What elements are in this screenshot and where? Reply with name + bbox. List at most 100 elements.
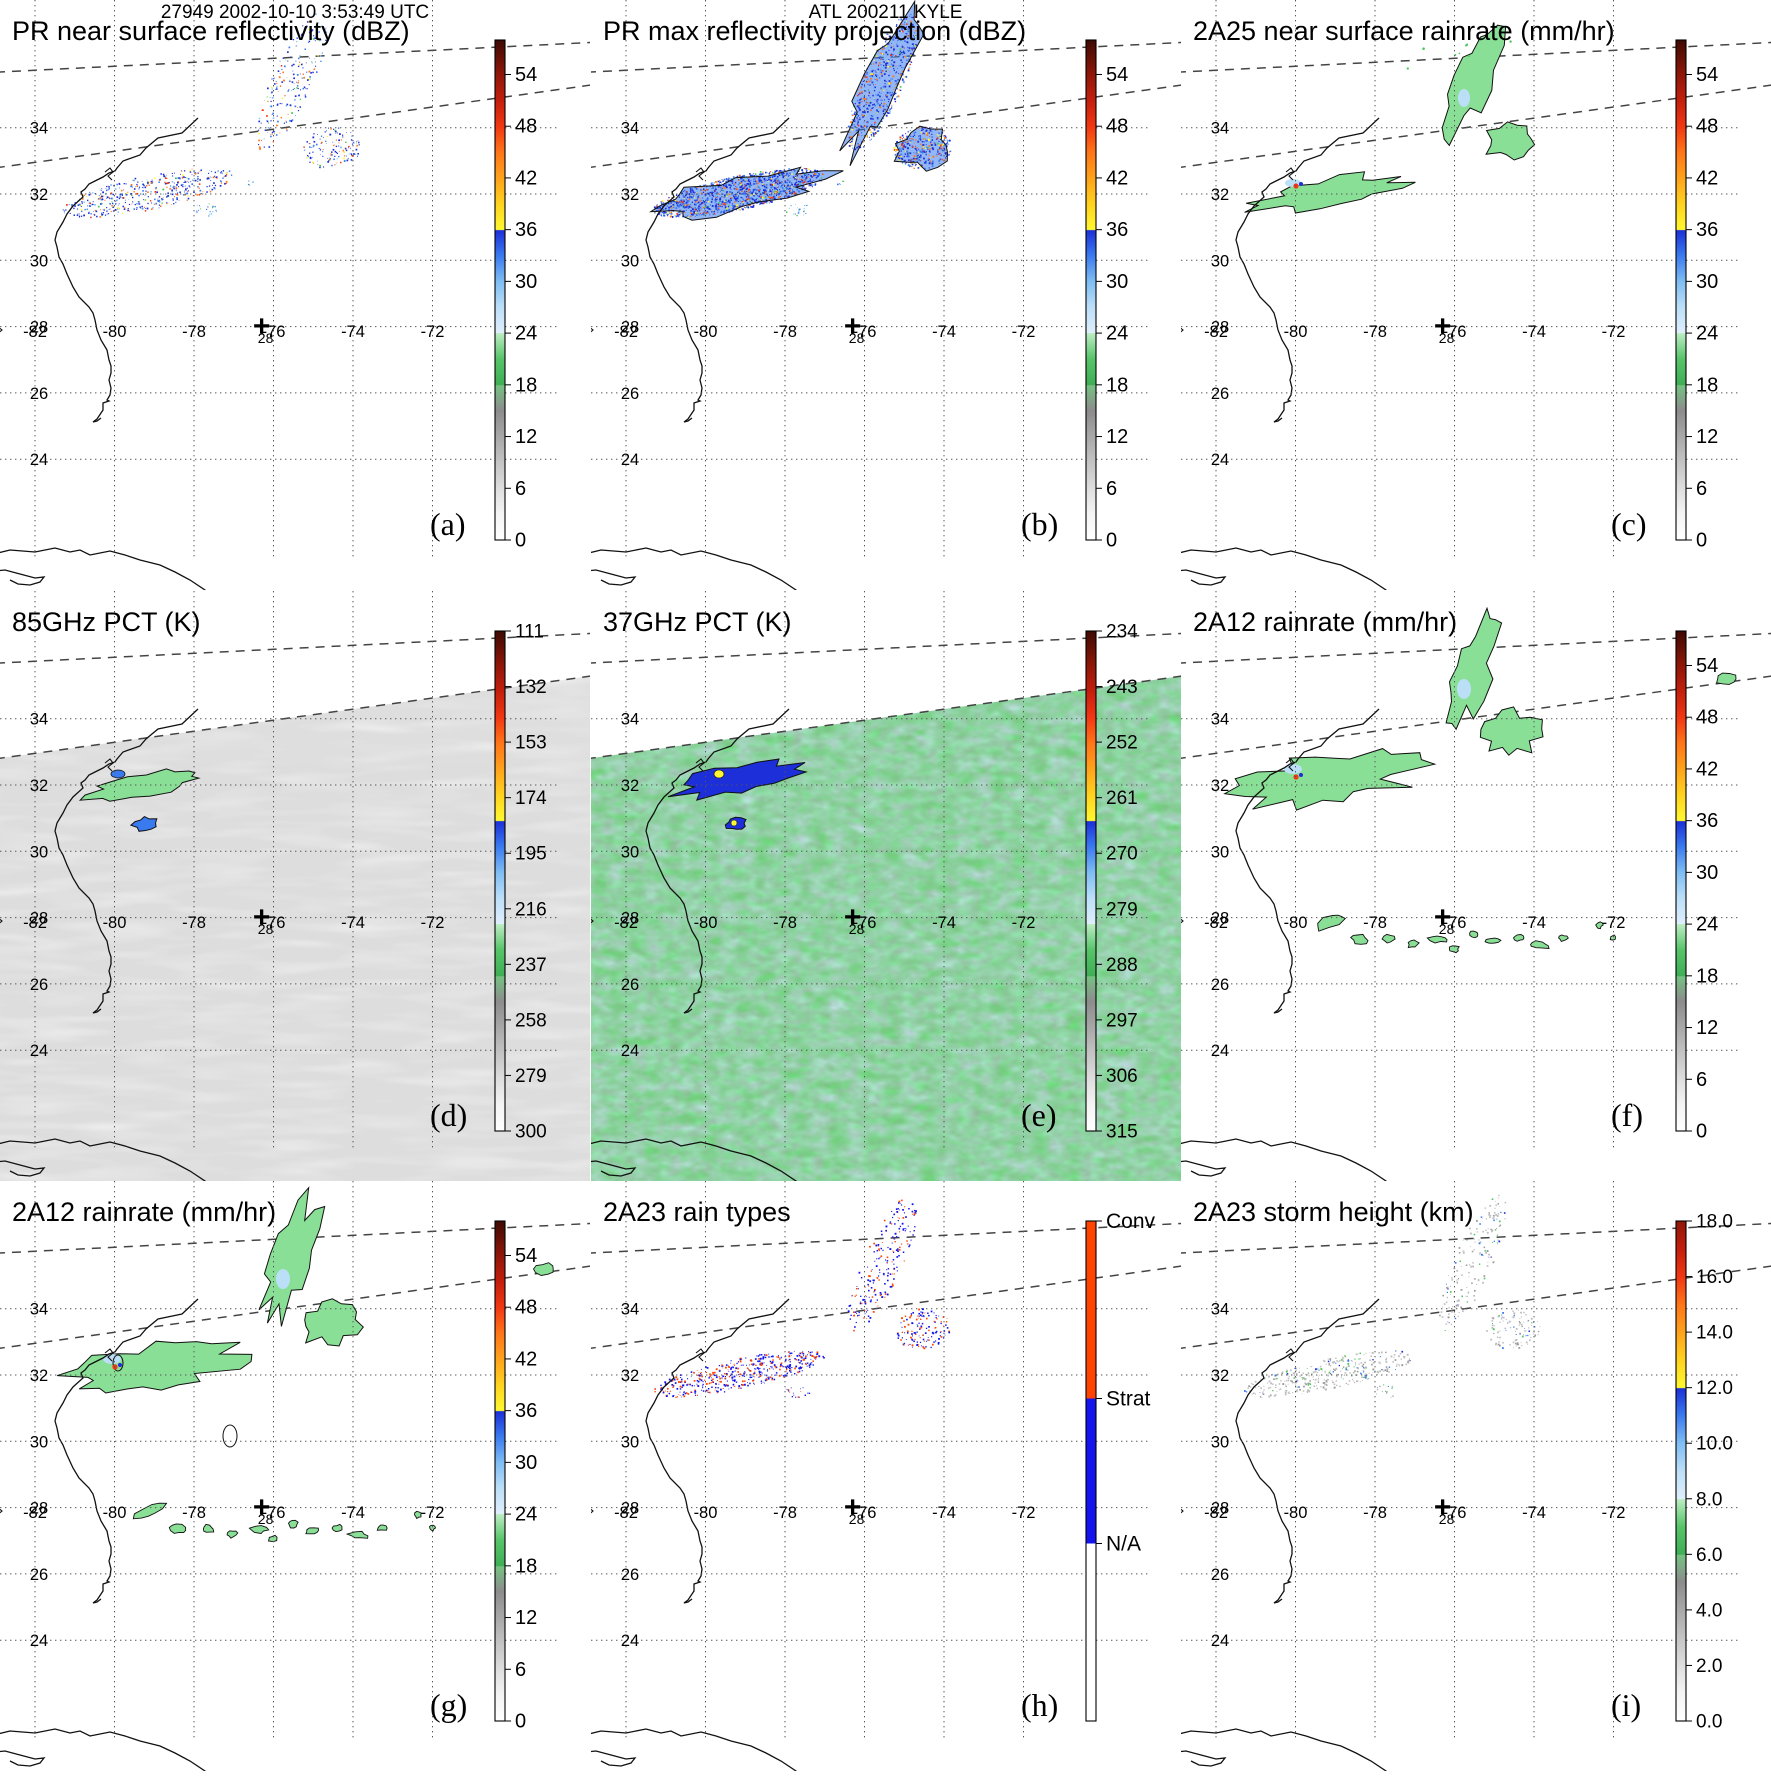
svg-text:12: 12 (515, 426, 537, 448)
svg-text:(h): (h) (1021, 1687, 1058, 1723)
svg-text:24: 24 (1211, 451, 1229, 469)
svg-text:30: 30 (1696, 861, 1718, 883)
svg-text:297: 297 (1106, 1010, 1138, 1031)
svg-text:18: 18 (1696, 965, 1718, 987)
svg-text:-78: -78 (182, 323, 206, 341)
svg-text:24: 24 (30, 1632, 48, 1650)
svg-text:243: 243 (1106, 677, 1138, 698)
svg-text:34: 34 (620, 1301, 638, 1319)
svg-text:(a): (a) (430, 506, 466, 542)
svg-text:279: 279 (515, 1065, 547, 1086)
svg-text:(f): (f) (1611, 1097, 1643, 1133)
svg-text:-74: -74 (932, 323, 956, 341)
svg-text:48: 48 (515, 116, 537, 138)
svg-text:(g): (g) (430, 1687, 467, 1723)
svg-text:28: 28 (620, 909, 638, 927)
svg-text:42: 42 (1696, 167, 1718, 189)
svg-text:34: 34 (30, 710, 48, 728)
svg-text:30: 30 (1211, 843, 1229, 861)
svg-text:32: 32 (1211, 186, 1229, 204)
svg-text:-80: -80 (103, 1504, 127, 1522)
svg-text:48: 48 (1696, 116, 1718, 138)
svg-text:-78: -78 (182, 1504, 206, 1522)
svg-text:12: 12 (1696, 1017, 1718, 1039)
svg-text:12: 12 (1696, 426, 1718, 448)
svg-text:36: 36 (1106, 219, 1128, 241)
svg-text:26: 26 (620, 385, 638, 403)
svg-text:30: 30 (1211, 252, 1229, 270)
svg-text:34: 34 (1211, 710, 1229, 728)
svg-text:174: 174 (515, 788, 547, 809)
svg-text:30: 30 (515, 1452, 537, 1474)
svg-text:28: 28 (848, 330, 864, 346)
svg-text:28: 28 (848, 1511, 864, 1527)
svg-text:12: 12 (515, 1607, 537, 1629)
svg-text:-80: -80 (103, 914, 127, 932)
svg-text:111: 111 (515, 621, 544, 642)
svg-text:-72: -72 (1602, 323, 1626, 341)
svg-text:-78: -78 (773, 1504, 797, 1522)
svg-text:34: 34 (620, 120, 638, 138)
svg-text:234: 234 (1106, 621, 1138, 642)
svg-text:54: 54 (1696, 654, 1718, 676)
svg-text:34: 34 (30, 1301, 48, 1319)
svg-text:-72: -72 (1011, 323, 1035, 341)
svg-text:-72: -72 (1011, 1504, 1035, 1522)
svg-text:34: 34 (1211, 120, 1229, 138)
svg-text:-74: -74 (341, 1504, 365, 1522)
svg-text:36: 36 (515, 219, 537, 241)
svg-text:28: 28 (848, 920, 864, 936)
svg-text:26: 26 (30, 975, 48, 993)
svg-text:18: 18 (1106, 374, 1128, 396)
svg-text:32: 32 (30, 777, 48, 795)
svg-text:28: 28 (1211, 909, 1229, 927)
svg-text:42: 42 (1696, 758, 1718, 780)
svg-text:24: 24 (515, 1504, 537, 1526)
svg-text:85GHz PCT (K): 85GHz PCT (K) (12, 607, 201, 637)
svg-text:36: 36 (1696, 219, 1718, 241)
svg-text:-80: -80 (693, 914, 717, 932)
svg-text:-74: -74 (1522, 914, 1546, 932)
svg-text:279: 279 (1106, 899, 1138, 920)
svg-text:-72: -72 (1602, 914, 1626, 932)
svg-text:0: 0 (515, 530, 526, 552)
svg-text:32: 32 (620, 777, 638, 795)
svg-text:153: 153 (515, 732, 547, 753)
svg-text:32: 32 (620, 186, 638, 204)
svg-text:18: 18 (515, 1555, 537, 1577)
svg-text:306: 306 (1106, 1065, 1138, 1086)
svg-text:26: 26 (1211, 975, 1229, 993)
svg-text:237: 237 (515, 954, 547, 975)
svg-text:54: 54 (515, 1245, 537, 1267)
svg-text:30: 30 (515, 271, 537, 293)
svg-text:18: 18 (1696, 374, 1718, 396)
svg-text:195: 195 (515, 843, 547, 864)
svg-text:0: 0 (1696, 530, 1707, 552)
svg-text:0: 0 (1696, 1120, 1707, 1142)
svg-text:(e): (e) (1021, 1097, 1057, 1133)
svg-text:42: 42 (515, 1348, 537, 1370)
svg-text:-72: -72 (421, 1504, 445, 1522)
svg-text:28: 28 (30, 909, 48, 927)
svg-text:24: 24 (620, 1632, 638, 1650)
svg-text:26: 26 (1211, 385, 1229, 403)
svg-text:54: 54 (1106, 64, 1128, 86)
svg-text:28: 28 (620, 1500, 638, 1518)
svg-text:Conv: Conv (1106, 1210, 1156, 1233)
svg-text:-74: -74 (341, 914, 365, 932)
svg-text:0: 0 (1106, 530, 1117, 552)
svg-text:28: 28 (258, 920, 274, 936)
svg-text:54: 54 (1696, 64, 1718, 86)
svg-text:28: 28 (30, 1500, 48, 1518)
svg-text:0: 0 (515, 1711, 526, 1733)
svg-text:48: 48 (515, 1297, 537, 1319)
svg-text:-74: -74 (932, 914, 956, 932)
svg-text:6: 6 (1696, 478, 1707, 500)
svg-text:37GHz PCT (K): 37GHz PCT (K) (603, 607, 792, 637)
svg-text:28: 28 (1439, 920, 1455, 936)
svg-text:28: 28 (30, 319, 48, 337)
svg-text:24: 24 (1211, 1042, 1229, 1060)
svg-text:48: 48 (1106, 116, 1128, 138)
svg-text:6: 6 (1106, 478, 1117, 500)
svg-text:-78: -78 (773, 914, 797, 932)
